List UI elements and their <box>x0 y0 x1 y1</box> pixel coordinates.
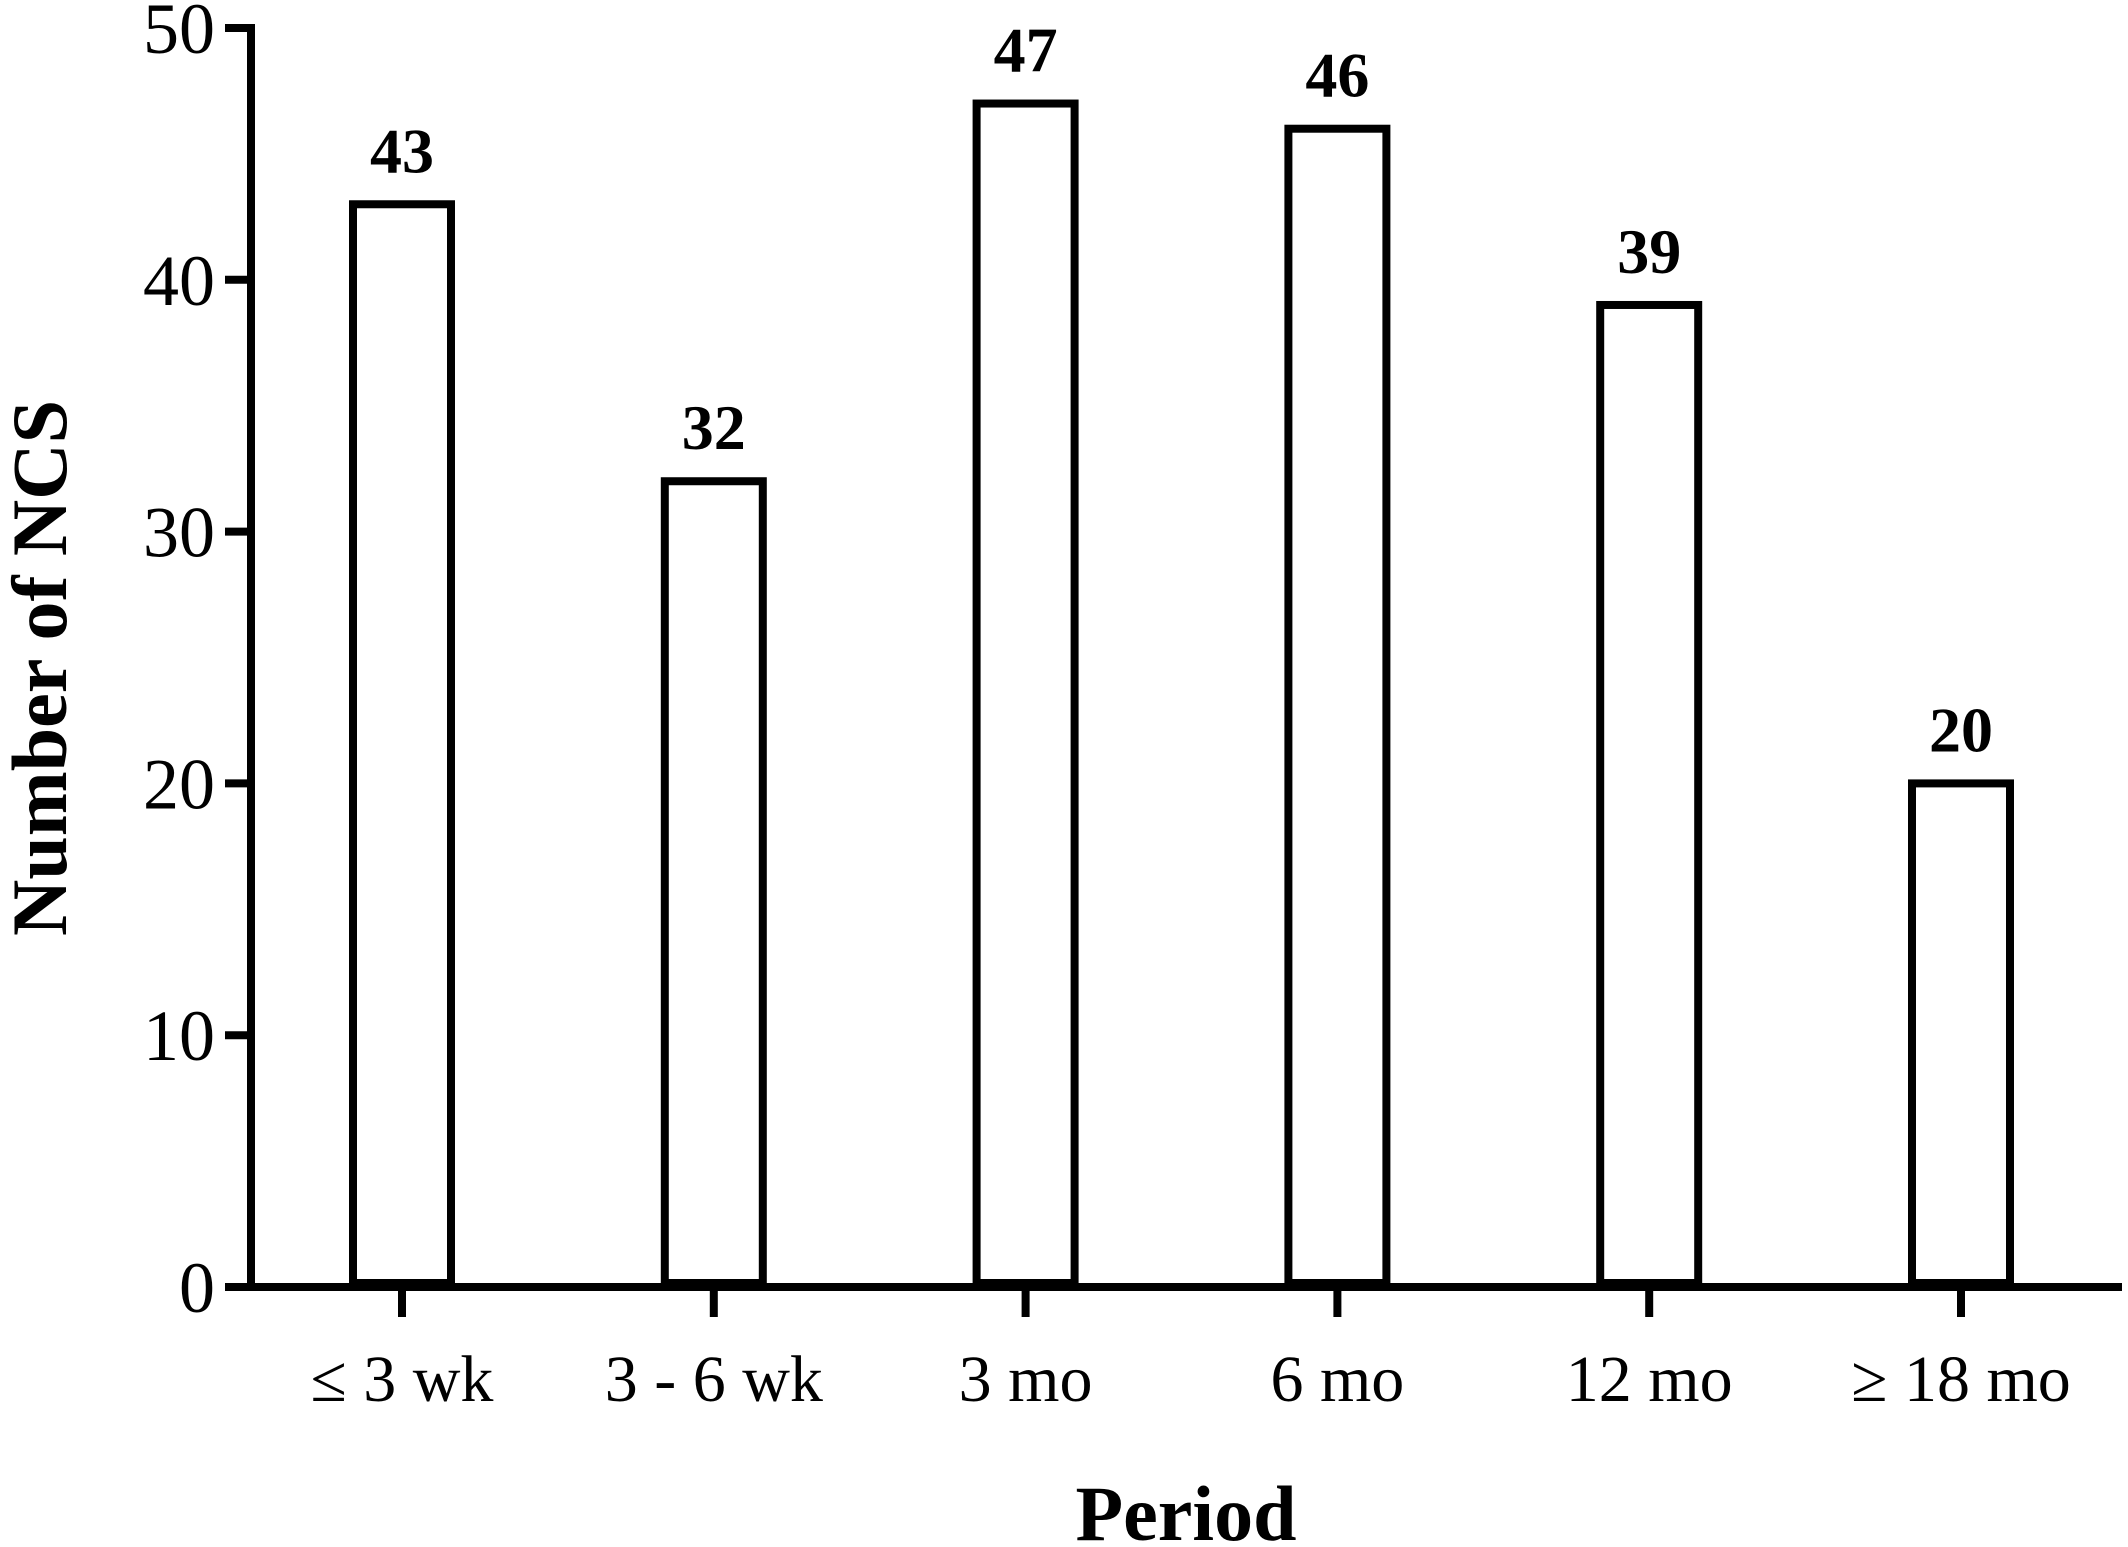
y-tick-label: 10 <box>143 996 215 1076</box>
data-label: 46 <box>1305 40 1369 111</box>
y-tick-label: 20 <box>143 744 215 824</box>
x-tick-label: 12 mo <box>1566 1343 1733 1416</box>
bar <box>660 477 767 1287</box>
x-tick-label: 6 mo <box>1270 1343 1404 1416</box>
y-axis: 0 10 20 30 40 50 <box>143 0 255 1328</box>
y-tick-label: 30 <box>143 493 215 573</box>
bar <box>1284 124 1391 1288</box>
x-tick-label: ≥ 18 mo <box>1851 1343 2071 1416</box>
y-axis-title: Number of NCS <box>0 400 83 936</box>
y-tick-label: 40 <box>143 241 215 321</box>
y-tick-label: 50 <box>143 0 215 69</box>
data-label: 20 <box>1929 694 1993 765</box>
data-label: 39 <box>1617 216 1681 287</box>
x-tick-label: 3 - 6 wk <box>605 1343 823 1416</box>
x-tick-label: 3 mo <box>959 1343 1093 1416</box>
bar <box>972 99 1079 1287</box>
x-axis: ≤ 3 wk 3 - 6 wk 3 mo 6 mo 12 mo ≥ 18 mo <box>247 1283 2122 1416</box>
data-label: 47 <box>994 15 1058 86</box>
x-axis-title: Period <box>1076 1470 1297 1547</box>
data-labels: 43 32 47 46 39 20 <box>370 15 1993 766</box>
bars <box>349 99 2014 1288</box>
bar <box>1596 300 1703 1288</box>
data-label: 32 <box>682 392 746 463</box>
x-tick-label: ≤ 3 wk <box>311 1343 494 1416</box>
data-label: 43 <box>370 115 434 186</box>
y-tick-label: 0 <box>179 1248 215 1328</box>
bar <box>1908 779 2014 1288</box>
bar <box>349 200 455 1287</box>
